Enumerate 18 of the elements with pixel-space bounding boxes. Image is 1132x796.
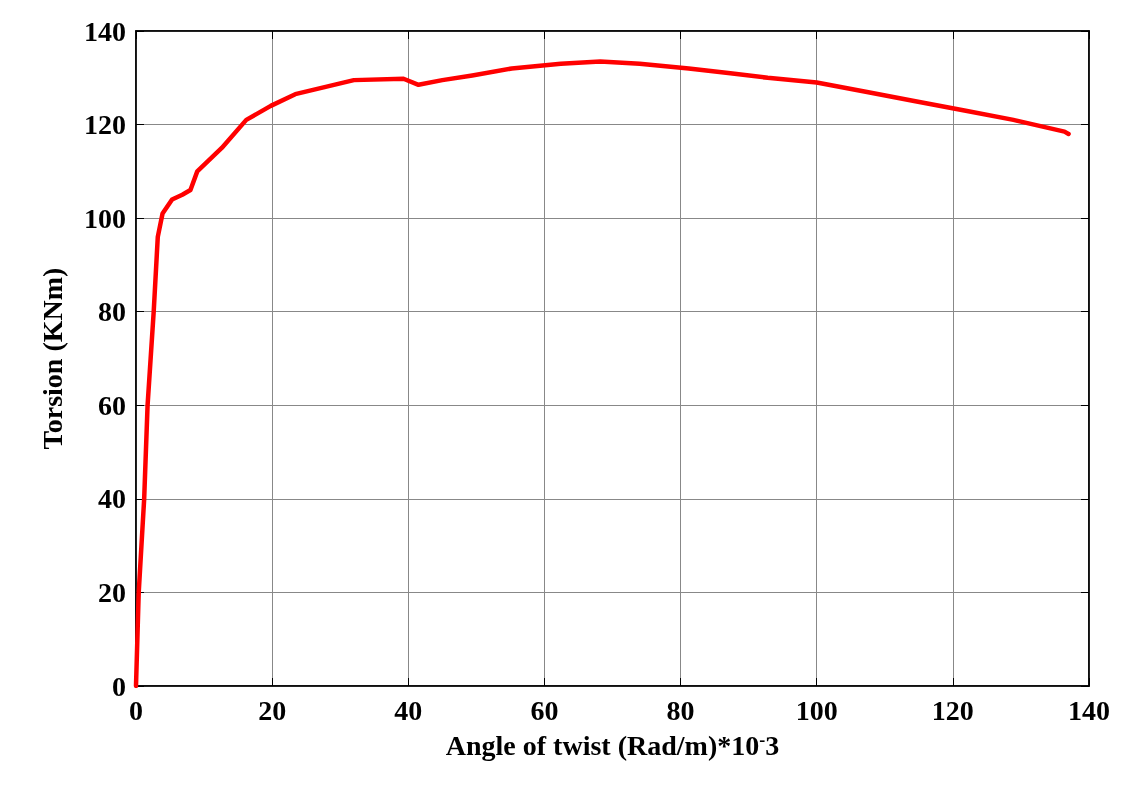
y-tick-label: 60 xyxy=(98,389,126,421)
line-series xyxy=(133,59,1071,689)
y-tick-label: 0 xyxy=(112,670,126,702)
x-tick-label: 60 xyxy=(530,694,559,726)
x-tick-label: 20 xyxy=(258,694,287,726)
y-axis-title: Torsion (KNm) xyxy=(36,267,68,450)
y-tick-label: 140 xyxy=(84,15,126,47)
x-tick-label: 40 xyxy=(394,694,423,726)
x-axis-title: Angle of twist (Rad/m)*10-3 xyxy=(445,729,780,761)
y-tick-label: 40 xyxy=(98,483,126,515)
y-tick-label: 120 xyxy=(84,109,126,141)
y-tick-label: 20 xyxy=(98,576,126,608)
x-tick-label: 140 xyxy=(1068,694,1110,726)
x-tick-label: 100 xyxy=(795,694,838,726)
x-tick-label: 120 xyxy=(931,694,974,726)
y-tick-label: 80 xyxy=(98,296,126,328)
y-tick-label: 100 xyxy=(84,202,126,234)
x-tick-label: 80 xyxy=(666,694,695,726)
